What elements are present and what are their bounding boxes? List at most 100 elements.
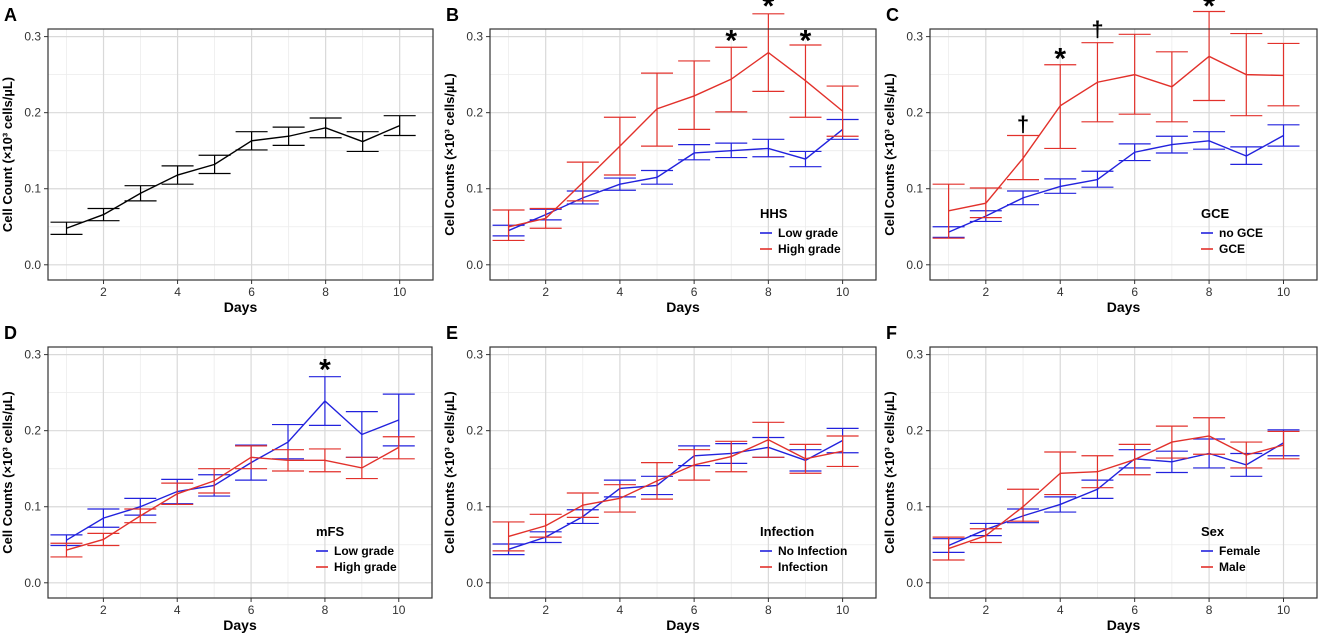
x-tick-label: 6 xyxy=(248,603,255,617)
x-axis-label: Days xyxy=(1107,617,1141,633)
legend-label: Infection xyxy=(778,560,828,574)
x-tick-label: 4 xyxy=(617,603,624,617)
legend-title: GCE xyxy=(1201,206,1230,221)
x-axis-label: Days xyxy=(223,617,257,633)
panel-d: 2 4 6 8 10 0.0 0.1 0.2 0.3 Days Cell Counts (×10³ … xyxy=(0,323,433,633)
legend-title: Sex xyxy=(1201,524,1225,539)
gridlines xyxy=(48,347,432,598)
significance-marker: * xyxy=(800,24,812,57)
series-male xyxy=(932,417,1300,561)
series-line xyxy=(948,435,1284,550)
plot-frame xyxy=(47,346,433,599)
x-tick-label: 8 xyxy=(1206,603,1213,617)
x-tick-label: 2 xyxy=(982,603,989,617)
series-line xyxy=(508,439,843,538)
y-tick-label: 0.1 xyxy=(24,500,41,514)
x-tick-label: 4 xyxy=(174,285,181,299)
y-tick-label: 0.2 xyxy=(24,106,41,120)
y-tick-label: 0.2 xyxy=(466,424,483,438)
plot-background xyxy=(930,347,1317,598)
series-line xyxy=(948,55,1284,212)
series-line xyxy=(508,128,844,232)
panel-letter: C xyxy=(886,5,899,25)
panel-letter: E xyxy=(446,323,458,343)
axis-ticks: 2 4 6 8 10 0.0 0.1 0.2 0.3 xyxy=(466,348,849,617)
legend-label: High grade xyxy=(778,242,841,256)
series-line xyxy=(66,400,400,541)
significance-marker: * xyxy=(1054,43,1066,76)
series-infection xyxy=(492,421,859,552)
x-tick-label: 8 xyxy=(765,603,772,617)
x-tick-label: 8 xyxy=(1206,285,1213,299)
x-tick-label: 10 xyxy=(1277,285,1291,299)
x-tick-label: 10 xyxy=(836,603,850,617)
gridlines xyxy=(48,29,433,280)
panel-c: 2 4 6 8 10 0.0 0.1 0.2 0.3 Days Cell Counts (×10³ … xyxy=(882,0,1318,315)
plot-background xyxy=(48,29,433,280)
plot-background xyxy=(490,347,876,598)
plot-frame xyxy=(929,346,1318,599)
y-tick-label: 0.0 xyxy=(24,576,41,590)
significance-marker: * xyxy=(725,24,737,57)
plot-frame xyxy=(47,28,434,281)
x-tick-label: 2 xyxy=(100,285,107,299)
legend-label: Male xyxy=(1219,560,1246,574)
significance-marker: * xyxy=(1203,0,1215,23)
legend-label: Low grade xyxy=(778,226,838,240)
y-tick-label: 0.1 xyxy=(466,500,483,514)
y-tick-label: 0.3 xyxy=(466,348,483,362)
panel-letter: A xyxy=(4,5,17,25)
series-line xyxy=(508,439,843,550)
significance-marker: * xyxy=(319,354,331,387)
y-tick-label: 0.1 xyxy=(906,500,923,514)
axis-ticks: 2 4 6 8 10 0.0 0.1 0.2 0.3 xyxy=(24,30,406,299)
y-tick-label: 0.0 xyxy=(906,576,923,590)
legend-label: Low grade xyxy=(334,544,394,558)
y-axis-label: Cell Counts (×10³ cells/µL) xyxy=(0,391,15,553)
legend-label: no GCE xyxy=(1219,226,1263,240)
x-tick-label: 4 xyxy=(1057,285,1064,299)
series-gce xyxy=(932,10,1300,239)
series-line xyxy=(948,442,1284,547)
y-tick-label: 0.1 xyxy=(24,182,41,196)
legend: mFS Low grade High grade xyxy=(316,524,397,574)
series-all xyxy=(50,115,416,235)
y-tick-label: 0.0 xyxy=(466,576,483,590)
x-tick-label: 6 xyxy=(1131,285,1138,299)
x-tick-label: 8 xyxy=(765,285,772,299)
axis-ticks: 2 4 6 8 10 0.0 0.1 0.2 0.3 xyxy=(906,348,1290,617)
x-tick-label: 2 xyxy=(542,603,549,617)
significance-marker: † xyxy=(1091,17,1103,42)
gridlines xyxy=(490,347,876,598)
x-tick-label: 10 xyxy=(393,285,407,299)
y-tick-label: 0.3 xyxy=(24,348,41,362)
panel-f: 2 4 6 8 10 0.0 0.1 0.2 0.3 Days Cell Counts (×10³ … xyxy=(882,323,1318,633)
x-tick-label: 4 xyxy=(174,603,181,617)
x-tick-label: 2 xyxy=(982,285,989,299)
y-tick-label: 0.1 xyxy=(466,182,483,196)
series-line xyxy=(66,124,400,229)
series-high-grade xyxy=(50,436,415,558)
y-tick-label: 0.3 xyxy=(906,30,923,44)
y-tick-label: 0.0 xyxy=(906,258,923,272)
plot-background xyxy=(48,347,432,598)
significance-marker: * xyxy=(763,0,775,23)
significance-marker: † xyxy=(1017,112,1029,137)
y-axis-label: Cell Counts (×10³ cells/µL) xyxy=(882,73,897,235)
y-tick-label: 0.3 xyxy=(466,30,483,44)
x-tick-label: 6 xyxy=(691,603,698,617)
axis-ticks: 2 4 6 8 10 0.0 0.1 0.2 0.3 xyxy=(466,30,849,299)
x-tick-label: 8 xyxy=(322,603,329,617)
legend-label: High grade xyxy=(334,560,397,574)
x-tick-label: 6 xyxy=(691,285,698,299)
x-axis-label: Days xyxy=(666,299,700,315)
x-tick-label: 8 xyxy=(322,285,329,299)
y-tick-label: 0.2 xyxy=(24,424,41,438)
y-axis-label: Cell Counts (×10³ cells/µL) xyxy=(442,391,457,553)
panel-letter: B xyxy=(446,5,459,25)
y-tick-label: 0.2 xyxy=(466,106,483,120)
gridlines xyxy=(930,347,1317,598)
y-tick-label: 0.2 xyxy=(906,424,923,438)
y-axis-label: Cell Counts (×10³ cells/µL) xyxy=(442,73,457,235)
x-tick-label: 10 xyxy=(1277,603,1291,617)
